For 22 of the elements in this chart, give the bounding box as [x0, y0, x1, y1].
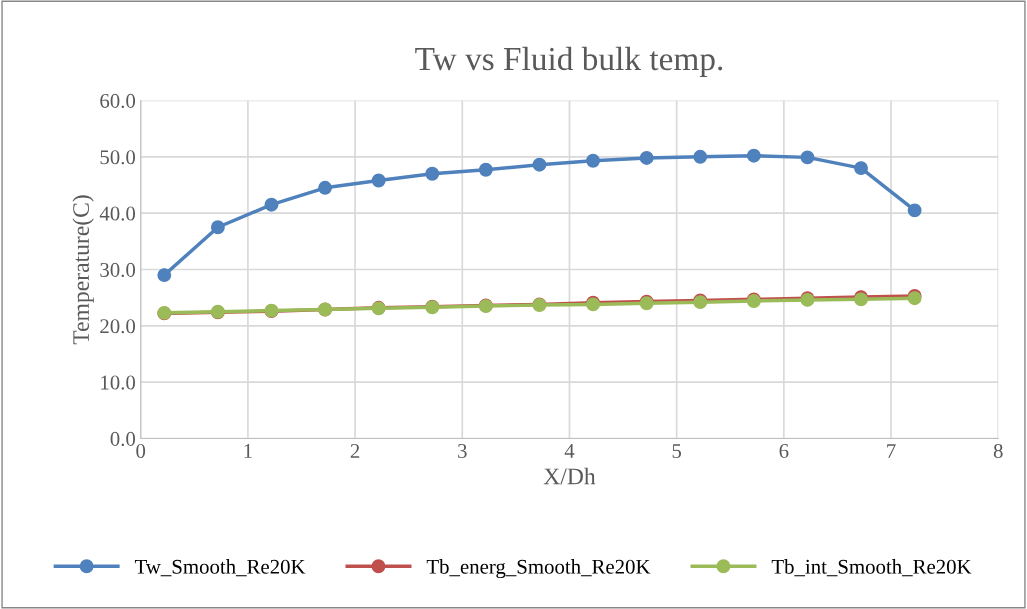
legend-label: Tb_int_Smooth_Re20K — [771, 559, 972, 577]
x-tick-label: 6 — [779, 444, 789, 458]
x-tick-label: 2 — [350, 444, 360, 458]
x-tick-label: 8 — [993, 443, 1003, 458]
y-tick-label: 20.0 — [100, 319, 136, 334]
y-tick-label: 10.0 — [101, 375, 136, 390]
x-tick-label: 5 — [672, 444, 682, 458]
x-tick-label: 7 — [887, 444, 896, 458]
x-axis-title: X/Dh — [543, 467, 596, 485]
y-axis-title: Temperature(C) — [72, 195, 94, 345]
x-tick-label: 3 — [458, 444, 467, 458]
legend-label: Tb_energ_Smooth_Re20K — [426, 559, 651, 579]
y-tick-label: 0.0 — [110, 431, 136, 446]
x-tick-label: 1 — [244, 444, 252, 458]
y-tick-label: 50.0 — [100, 150, 136, 165]
y-tick-label: 60.0 — [100, 93, 136, 109]
chart-title: Tw vs Fluid bulk temp. — [415, 46, 723, 78]
legend-label: Tw_Smooth_Re20K — [134, 559, 306, 577]
y-tick-label: 40.0 — [99, 206, 136, 221]
x-tick-label: 4 — [564, 444, 575, 458]
x-tick-label: 0 — [136, 443, 146, 458]
y-tick-label: 30.0 — [100, 262, 136, 278]
